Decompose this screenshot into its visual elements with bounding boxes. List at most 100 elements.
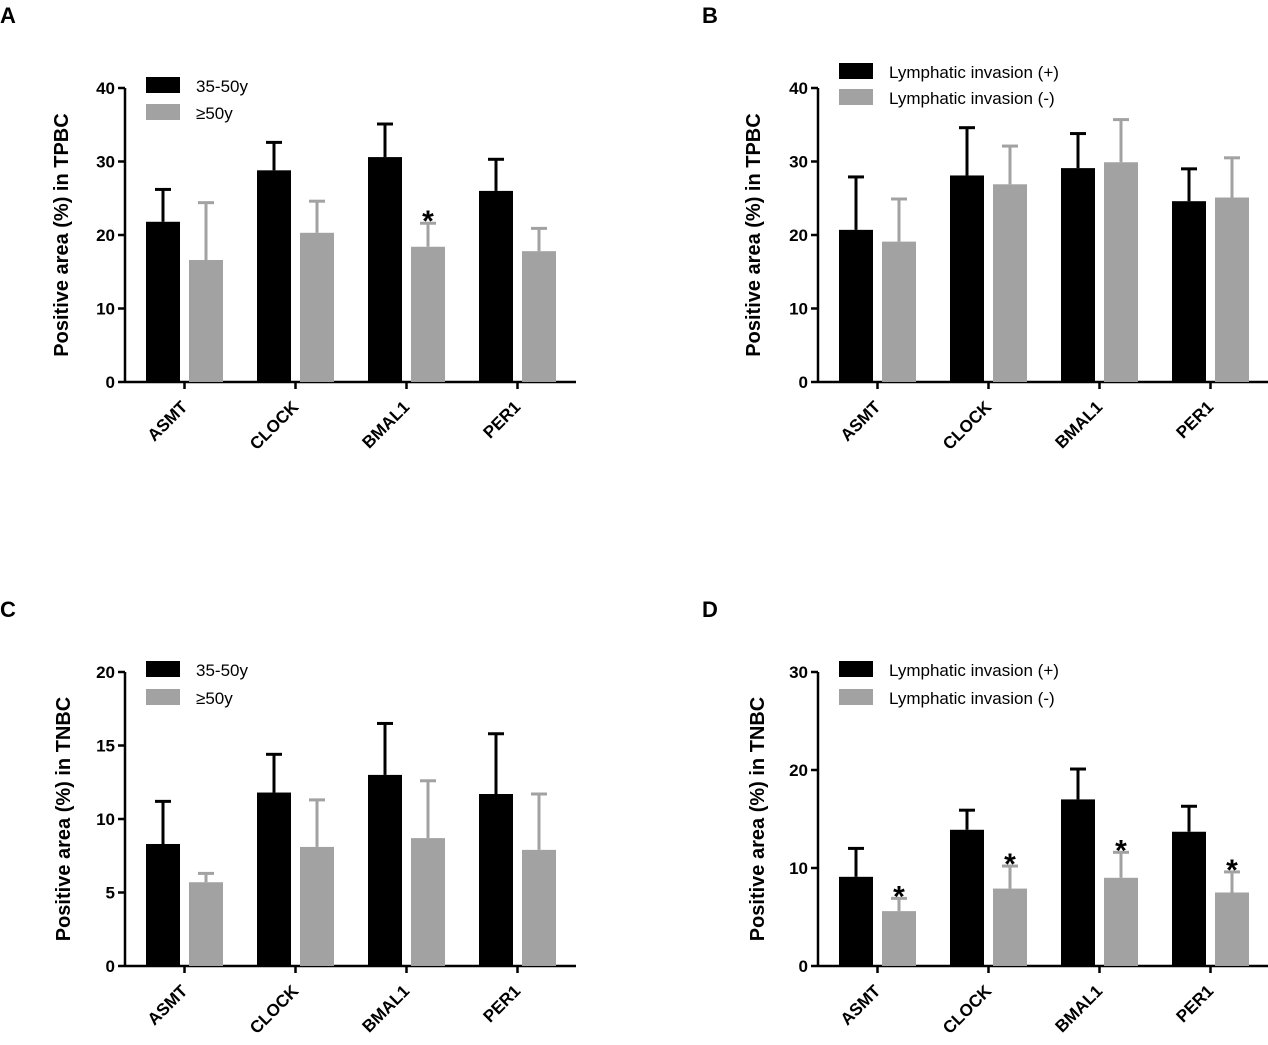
x-tick-label: ASMT xyxy=(144,981,192,1029)
bar xyxy=(993,184,1027,382)
y-tick-label: 0 xyxy=(106,373,115,392)
bar xyxy=(950,829,984,966)
bar xyxy=(950,175,984,382)
y-tick-label: 0 xyxy=(799,373,808,392)
legend-label: 35-50y xyxy=(196,661,248,680)
y-tick-label: 40 xyxy=(789,79,808,98)
significance-mark: * xyxy=(1115,834,1127,867)
bar xyxy=(146,221,180,382)
panel-letter: C xyxy=(0,597,16,622)
y-tick-label: 10 xyxy=(789,859,808,878)
legend-label: ≥50y xyxy=(196,689,233,708)
x-tick-label: ASMT xyxy=(144,397,192,445)
legend-label: ≥50y xyxy=(196,104,233,123)
y-tick-label: 20 xyxy=(96,663,115,682)
bar xyxy=(479,190,513,382)
legend-swatch xyxy=(839,661,873,677)
bar xyxy=(882,911,916,966)
bar xyxy=(479,794,513,966)
x-tick-label: BMAL1 xyxy=(358,981,413,1036)
panel-a: A Positive area (%) in TPBC 0 10 20 30 40 ASMT C… xyxy=(0,3,576,454)
bar xyxy=(189,259,223,382)
legend-swatch xyxy=(146,104,180,120)
bar xyxy=(146,843,180,966)
x-tick-label: CLOCK xyxy=(246,981,303,1038)
bar xyxy=(368,774,402,966)
y-tick-label: 30 xyxy=(789,663,808,682)
bar xyxy=(1172,831,1206,966)
x-tick-label: BMAL1 xyxy=(1051,397,1106,452)
y-tick-label: 10 xyxy=(96,300,115,319)
bar xyxy=(368,157,402,382)
bar xyxy=(1215,197,1249,382)
bar xyxy=(1104,162,1138,382)
legend-label: Lymphatic invasion (-) xyxy=(889,689,1055,708)
legend-swatch xyxy=(146,689,180,705)
x-tick-label: BMAL1 xyxy=(1051,981,1106,1036)
y-tick-label: 10 xyxy=(96,810,115,829)
bar xyxy=(1061,799,1095,966)
panel-letter: B xyxy=(702,3,718,28)
legend-swatch xyxy=(146,661,180,677)
x-tick-label: PER1 xyxy=(1172,981,1217,1026)
bar xyxy=(411,838,445,966)
panel-c: C Positive area (%) in TNBC 0 5 10 15 20 ASMT CL… xyxy=(0,597,576,1038)
legend-swatch xyxy=(839,63,873,79)
bar xyxy=(839,229,873,382)
y-axis-label: Positive area (%) in TPBC xyxy=(743,113,765,356)
bar xyxy=(882,241,916,382)
y-tick-label: 5 xyxy=(106,884,115,903)
significance-mark: * xyxy=(1004,848,1016,881)
y-axis-label: Positive area (%) in TNBC xyxy=(747,697,769,942)
bar xyxy=(993,888,1027,966)
y-axis-label: Positive area (%) in TPBC xyxy=(51,113,73,356)
bar xyxy=(300,846,334,966)
bar xyxy=(411,246,445,382)
significance-mark: * xyxy=(893,880,905,913)
bar xyxy=(1104,877,1138,966)
x-tick-label: CLOCK xyxy=(246,397,303,454)
y-tick-label: 30 xyxy=(789,153,808,172)
y-tick-label: 20 xyxy=(789,226,808,245)
x-tick-label: BMAL1 xyxy=(358,397,413,452)
panel-b: B Positive area (%) in TPBC 0 10 20 30 40 ASMT C… xyxy=(702,3,1268,454)
x-tick-label: PER1 xyxy=(1172,397,1217,442)
x-tick-label: ASMT xyxy=(837,397,885,445)
bar xyxy=(522,251,556,382)
significance-mark: * xyxy=(1226,854,1238,887)
legend-swatch xyxy=(146,77,180,93)
legend-label: Lymphatic invasion (-) xyxy=(889,89,1055,108)
bar xyxy=(257,170,291,382)
x-tick-label: PER1 xyxy=(479,397,524,442)
bar xyxy=(300,232,334,382)
bar xyxy=(1061,168,1095,382)
y-tick-label: 40 xyxy=(96,79,115,98)
bar xyxy=(839,876,873,966)
bar xyxy=(189,882,223,966)
legend-label: 35-50y xyxy=(196,77,248,96)
x-tick-label: CLOCK xyxy=(939,981,996,1038)
significance-mark: * xyxy=(422,205,434,238)
x-tick-label: CLOCK xyxy=(939,397,996,454)
legend-label: Lymphatic invasion (+) xyxy=(889,63,1059,82)
bar xyxy=(1172,201,1206,382)
legend-label: Lymphatic invasion (+) xyxy=(889,661,1059,680)
x-tick-label: ASMT xyxy=(837,981,885,1029)
legend-swatch xyxy=(839,689,873,705)
x-tick-label: PER1 xyxy=(479,981,524,1026)
y-tick-label: 20 xyxy=(789,761,808,780)
y-tick-label: 20 xyxy=(96,226,115,245)
bar xyxy=(257,792,291,966)
bar xyxy=(522,849,556,966)
y-tick-label: 10 xyxy=(789,300,808,319)
panel-letter: A xyxy=(0,3,16,28)
y-tick-label: 30 xyxy=(96,153,115,172)
y-tick-label: 0 xyxy=(106,957,115,976)
y-tick-label: 15 xyxy=(96,737,115,756)
y-tick-label: 0 xyxy=(799,957,808,976)
bar xyxy=(1215,892,1249,966)
panel-letter: D xyxy=(702,597,718,622)
legend-swatch xyxy=(839,89,873,105)
y-axis-label: Positive area (%) in TNBC xyxy=(53,697,75,942)
